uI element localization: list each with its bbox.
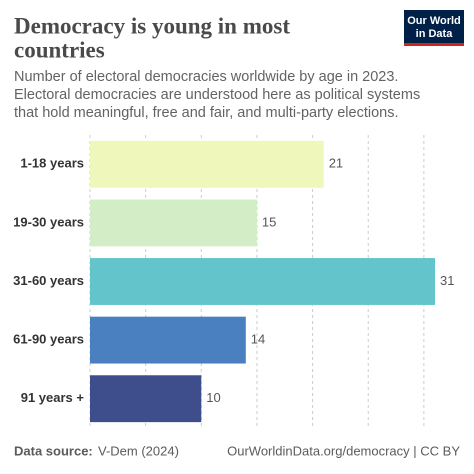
value-label: 21 (329, 156, 343, 171)
subtitle: Electoral democracies are understood her… (14, 87, 420, 103)
logo-strip (404, 43, 464, 46)
bar (90, 140, 324, 188)
credit: OurWorldinData.org/democracy | CC BY (227, 443, 460, 458)
value-label: 10 (206, 390, 220, 405)
y-tick-label: 91 years + (21, 390, 85, 405)
bar (90, 199, 257, 247)
chart-title: Democracy is young in most (14, 13, 290, 38)
bar (90, 258, 435, 305)
value-label: 31 (440, 273, 454, 288)
y-tick-label: 61-90 years (13, 332, 84, 347)
source-label: Data source: (14, 443, 93, 458)
bar (90, 316, 246, 364)
y-tick-label: 31-60 years (13, 273, 84, 288)
logo-text: in Data (416, 28, 454, 40)
source: V-Dem (2024) (98, 443, 179, 458)
logo-box (404, 10, 464, 46)
value-label: 14 (251, 332, 265, 347)
logo-text: Our World (407, 15, 461, 27)
subtitle: that hold meaningful, free and fair, and… (14, 105, 398, 121)
chart-title: countries (14, 37, 105, 62)
y-tick-label: 1-18 years (20, 156, 84, 171)
y-tick-label: 19-30 years (13, 214, 84, 229)
subtitle: Number of electoral democracies worldwid… (14, 69, 398, 85)
value-label: 15 (262, 214, 276, 229)
bar (90, 375, 202, 423)
